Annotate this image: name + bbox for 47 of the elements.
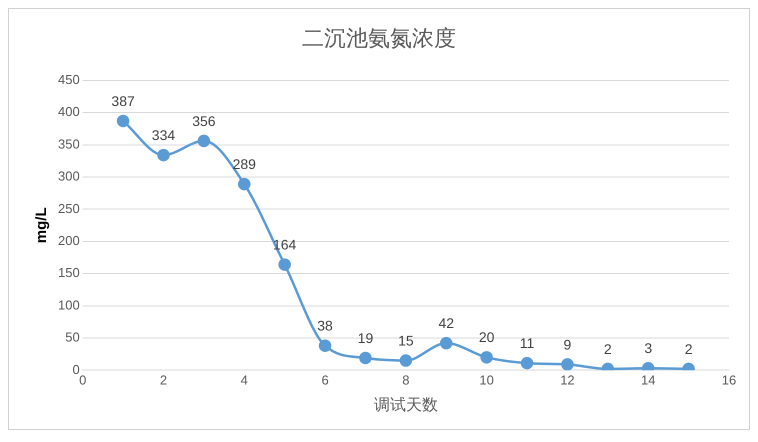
x-tick-label: 16 — [722, 372, 736, 388]
point — [400, 354, 412, 367]
data-label: 356 — [192, 112, 216, 129]
y-tick-label: 400 — [58, 104, 80, 120]
data-label: 3 — [644, 340, 652, 356]
data-label: 20 — [478, 329, 495, 346]
x-tick-label: 6 — [321, 372, 329, 388]
x-tick-label: 12 — [560, 372, 575, 388]
x-tick-label: 10 — [479, 372, 494, 388]
data-label: 2 — [604, 340, 612, 357]
y-tick-label: 200 — [58, 232, 80, 248]
data-label: 2 — [684, 340, 693, 357]
chart-title: 二沉池氨氮浓度 — [302, 25, 456, 50]
point — [440, 336, 452, 350]
data-label: 289 — [232, 156, 256, 172]
x-tick-label: 2 — [160, 372, 168, 388]
y-tick-label: 150 — [58, 265, 80, 280]
y-tick-label: 0 — [72, 362, 80, 377]
x-tick-label: 8 — [402, 372, 410, 388]
point — [520, 356, 534, 370]
point — [480, 351, 493, 364]
y-tick-label: 450 — [58, 72, 80, 87]
y-tick-label: 50 — [65, 330, 80, 345]
x-tick-label: 14 — [640, 372, 656, 388]
point — [318, 339, 332, 352]
data-label: 15 — [398, 332, 414, 348]
point — [278, 258, 291, 271]
data-label: 334 — [152, 126, 176, 143]
y-tick-label: 300 — [58, 168, 80, 184]
x-tick-label: 4 — [240, 372, 248, 388]
point — [238, 178, 251, 190]
data-label: 42 — [438, 315, 454, 332]
x-axis-title: 调试天数 — [374, 396, 438, 414]
y-tick-label: 350 — [58, 136, 80, 152]
data-label: 38 — [317, 318, 334, 334]
point — [157, 148, 170, 162]
y-tick-label: 250 — [58, 200, 80, 216]
y-axis-title: mg/L — [33, 207, 50, 244]
data-label: 11 — [520, 334, 534, 351]
data-label: 387 — [111, 92, 135, 109]
point — [198, 134, 210, 148]
data-label: 9 — [564, 336, 572, 352]
data-label: 19 — [358, 330, 374, 346]
point — [116, 114, 130, 128]
point — [359, 352, 372, 364]
y-tick-label: 100 — [58, 297, 80, 312]
point — [561, 358, 574, 370]
